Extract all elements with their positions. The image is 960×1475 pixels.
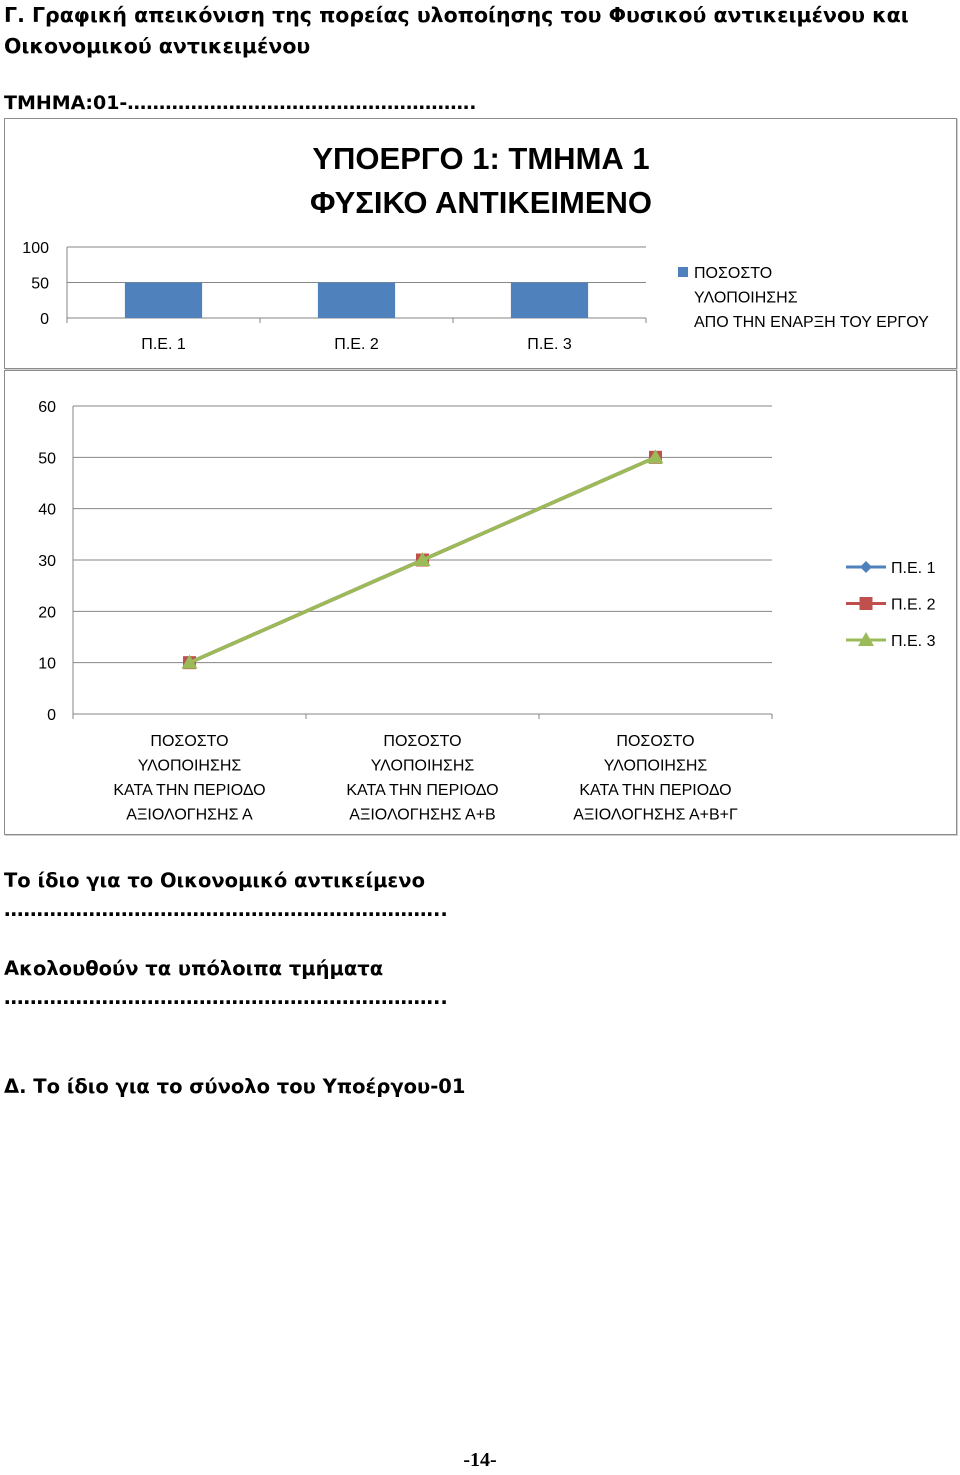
legend-label-3: Π.Ε. 3 xyxy=(891,633,936,650)
subproject-total-heading: Δ. Το ίδιο για το σύνολο του Υποέργου-01 xyxy=(4,1075,466,1098)
bar-3 xyxy=(510,282,589,318)
x-category-label: ΥΛΟΠΟΙΗΣΗΣ xyxy=(371,758,475,775)
x-category-label: ΚΑΤΑ ΤΗΝ ΠΕΡΙΟΔΟ xyxy=(346,782,498,799)
y-tick-label: 50 xyxy=(31,276,49,293)
legend-marker-2 xyxy=(859,597,873,610)
legend-marker-1 xyxy=(860,561,872,573)
x-category-label: ΑΞΙΟΛΟΓΗΣΗΣ Α xyxy=(126,807,253,824)
x-category-label: ΠΟΣΟΣΤΟ xyxy=(383,733,461,750)
bar-2 xyxy=(317,282,396,318)
legend-label-line-1: ΠΟΣΟΣΤΟ xyxy=(694,265,772,282)
series-3-point-2 xyxy=(414,552,431,566)
x-category-label: Π.Ε. 1 xyxy=(141,336,186,353)
line-chart: 0 10 20 30 40 50 60 ΠΟΣΟΣΤΟ ΥΛΟΠΟΙΗΣΗΣ ΚΑΤΑ ΤΗΝ Π… xyxy=(38,399,936,824)
x-category-label: ΑΞΙΟΛΟΓΗΣΗΣ Α+Β+Γ xyxy=(573,807,738,824)
bar-chart: ΥΠΟΕΡΓΟ 1: ΤΜΗΜΑ 1 ΦΥΣΙΚΟ ΑΝΤΙΚΕΙΜΕΝΟ 0 50 1… xyxy=(22,141,929,353)
x-category-label: ΥΛΟΠΟΙΗΣΗΣ xyxy=(138,758,242,775)
x-category-label: Π.Ε. 2 xyxy=(334,336,379,353)
x-category-label: Π.Ε. 3 xyxy=(527,336,572,353)
legend-label-1: Π.Ε. 1 xyxy=(891,560,936,577)
bar-chart-panel: ΥΠΟΕΡΓΟ 1: ΤΜΗΜΑ 1 ΦΥΣΙΚΟ ΑΝΤΙΚΕΙΜΕΝΟ 0 50 1… xyxy=(4,118,957,369)
legend-label-line-3: ΑΠΟ ΤΗΝ ΕΝΑΡΞΗ ΤΟΥ ΕΡΓΟΥ xyxy=(694,314,929,331)
x-category-label: ΑΞΙΟΛΟΓΗΣΗΣ Α+Β xyxy=(349,807,495,824)
y-tick-label: 40 xyxy=(38,502,56,519)
y-tick-label: 0 xyxy=(47,707,56,724)
section-label: ΤΜΗΜΑ:01-………………………………………………. xyxy=(4,92,477,114)
chart-title-line-2: ΦΥΣΙΚΟ ΑΝΤΙΚΕΙΜΕΝΟ xyxy=(310,185,652,220)
legend-swatch xyxy=(678,267,688,277)
series-3-point-3 xyxy=(647,449,664,464)
y-tick-label: 10 xyxy=(38,656,56,673)
y-tick-label: 60 xyxy=(38,399,56,416)
chart-title-line-1: ΥΠΟΕΡΓΟ 1: ΤΜΗΜΑ 1 xyxy=(312,141,649,176)
y-tick-label: 100 xyxy=(22,240,49,257)
bar-1 xyxy=(124,282,203,318)
x-category-label: ΠΟΣΟΣΤΟ xyxy=(150,733,228,750)
dotted-line-1: ………………………………………………………….. xyxy=(4,898,448,921)
financial-object-note: Το ίδιο για το Οικονομικό αντικείμενο xyxy=(4,869,425,892)
page-number: -14- xyxy=(463,1449,497,1471)
remaining-sections-note: Ακολουθούν τα υπόλοιπα τμήματα xyxy=(4,957,384,980)
y-tick-label: 0 xyxy=(40,311,49,328)
y-tick-label: 50 xyxy=(38,450,56,467)
x-category-label: ΚΑΤΑ ΤΗΝ ΠΕΡΙΟΔΟ xyxy=(113,782,265,799)
series-3-point-1 xyxy=(181,654,198,669)
x-category-label: ΚΑΤΑ ΤΗΝ ΠΕΡΙΟΔΟ xyxy=(579,782,731,799)
line-chart-panel: 0 10 20 30 40 50 60 ΠΟΣΟΣΤΟ ΥΛΟΠΟΙΗΣΗΣ ΚΑΤΑ ΤΗΝ Π… xyxy=(4,370,957,835)
x-category-label: ΥΛΟΠΟΙΗΣΗΣ xyxy=(604,758,708,775)
legend-label-line-2: ΥΛΟΠΟΙΗΣΗΣ xyxy=(694,290,798,307)
y-tick-label: 20 xyxy=(38,604,56,621)
dotted-line-2: ………………………………………………………….. xyxy=(4,986,448,1009)
y-tick-label: 30 xyxy=(38,553,56,570)
legend-marker-3 xyxy=(858,632,874,646)
section-heading: Γ. Γραφική απεικόνιση της πορείας υλοποί… xyxy=(4,3,909,58)
legend-label-2: Π.Ε. 2 xyxy=(891,597,936,614)
x-category-label: ΠΟΣΟΣΤΟ xyxy=(616,733,694,750)
